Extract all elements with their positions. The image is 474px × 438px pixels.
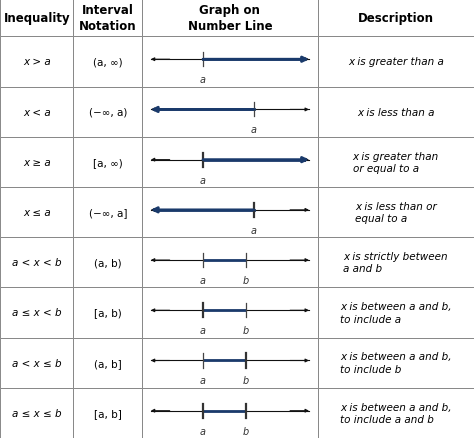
Text: a < x ≤ b: a < x ≤ b (12, 358, 62, 368)
Text: a: a (251, 125, 256, 135)
Text: a: a (200, 426, 206, 436)
Text: x is less than a: x is less than a (357, 107, 435, 117)
Bar (142, 388, 318, 438)
Bar (142, 338, 318, 388)
Bar (142, 288, 318, 338)
Bar (73, 237, 142, 288)
Text: x is between a and b,
to include b: x is between a and b, to include b (340, 352, 452, 374)
Text: [a, b): [a, b) (94, 308, 122, 318)
Text: a: a (200, 375, 206, 385)
Text: (a, ∞): (a, ∞) (93, 57, 123, 67)
Bar (142, 138, 318, 187)
Bar (73, 288, 142, 338)
Text: x is greater than a: x is greater than a (348, 57, 444, 67)
Text: a: a (200, 75, 206, 85)
Text: x > a: x > a (23, 57, 51, 67)
Bar (73, 138, 142, 187)
Text: b: b (243, 276, 249, 285)
Bar (0, 388, 73, 438)
Text: a ≤ x ≤ b: a ≤ x ≤ b (12, 408, 62, 418)
Bar (318, 288, 474, 338)
Bar (73, 388, 142, 438)
Bar (318, 138, 474, 187)
Bar (318, 0, 474, 37)
Text: (−∞, a]: (−∞, a] (89, 208, 127, 218)
Text: Inequality: Inequality (3, 12, 70, 25)
Text: b: b (243, 325, 249, 336)
Bar (142, 237, 318, 288)
Bar (0, 187, 73, 237)
Bar (73, 0, 142, 37)
Text: x ≤ a: x ≤ a (23, 208, 51, 218)
Bar (73, 338, 142, 388)
Bar (73, 87, 142, 138)
Bar (73, 187, 142, 237)
Bar (318, 338, 474, 388)
Bar (0, 87, 73, 138)
Bar (0, 37, 73, 87)
Bar (0, 237, 73, 288)
Bar (73, 37, 142, 87)
Text: b: b (243, 426, 249, 436)
Text: [a, ∞): [a, ∞) (93, 158, 123, 167)
Text: (a, b): (a, b) (94, 258, 122, 268)
Text: [a, b]: [a, b] (94, 408, 122, 418)
Text: a: a (200, 276, 206, 285)
Bar (0, 138, 73, 187)
Bar (0, 0, 73, 37)
Bar (142, 87, 318, 138)
Text: Graph on
Number Line: Graph on Number Line (188, 4, 272, 33)
Bar (142, 0, 318, 37)
Text: x ≥ a: x ≥ a (23, 158, 51, 167)
Text: x is strictly between
a and b: x is strictly between a and b (344, 251, 448, 274)
Text: a: a (251, 225, 256, 235)
Bar (0, 288, 73, 338)
Text: x is between a and b,
to include a and b: x is between a and b, to include a and b (340, 402, 452, 424)
Bar (318, 187, 474, 237)
Text: b: b (243, 375, 249, 385)
Bar (318, 37, 474, 87)
Text: Interval
Notation: Interval Notation (79, 4, 137, 33)
Text: (a, b]: (a, b] (94, 358, 122, 368)
Text: a < x < b: a < x < b (12, 258, 62, 268)
Bar (318, 237, 474, 288)
Bar (142, 187, 318, 237)
Bar (142, 37, 318, 87)
Bar (318, 388, 474, 438)
Text: (−∞, a): (−∞, a) (89, 107, 127, 117)
Text: a: a (200, 325, 206, 336)
Text: x is between a and b,
to include a: x is between a and b, to include a (340, 302, 452, 324)
Text: Description: Description (358, 12, 434, 25)
Bar (318, 87, 474, 138)
Text: x is greater than
or equal to a: x is greater than or equal to a (353, 151, 439, 173)
Bar (0, 338, 73, 388)
Text: a ≤ x < b: a ≤ x < b (12, 308, 62, 318)
Text: x < a: x < a (23, 107, 51, 117)
Text: x is less than or
equal to a: x is less than or equal to a (355, 201, 437, 224)
Text: a: a (200, 175, 206, 185)
